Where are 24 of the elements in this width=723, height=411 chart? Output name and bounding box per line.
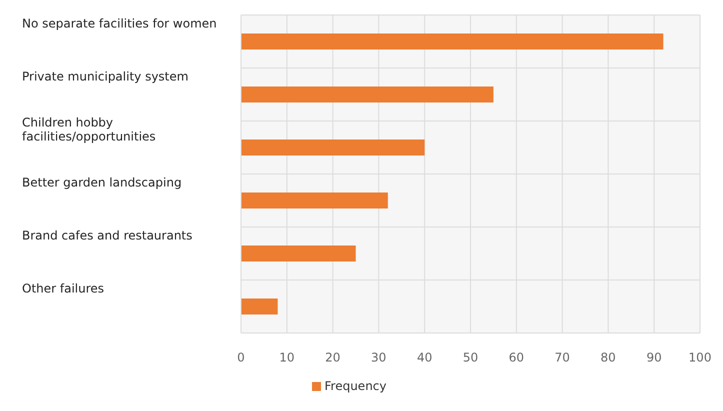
y-tick-label: Private municipality system <box>22 70 188 84</box>
y-tick-label: Better garden landscaping <box>22 176 182 190</box>
x-tick-label: 70 <box>554 350 570 365</box>
y-tick-label: No separate facilities for women <box>22 16 217 30</box>
bar <box>241 246 356 262</box>
x-tick-label: 60 <box>508 350 524 365</box>
x-tick-label: 100 <box>688 350 712 365</box>
x-tick-label: 30 <box>371 350 386 365</box>
bar <box>241 192 388 209</box>
x-tick-label: 0 <box>237 350 245 365</box>
y-tick-label: Brand cafes and restaurants <box>22 228 192 242</box>
bar <box>241 298 278 315</box>
x-tick-label: 50 <box>462 350 478 365</box>
x-tick-label: 90 <box>646 350 662 365</box>
y-tick-label: Children hobby facilities/opportunities <box>22 116 156 144</box>
x-tick-label: 40 <box>416 350 432 365</box>
x-tick-label: 80 <box>600 350 616 365</box>
bar <box>241 86 494 103</box>
legend-label: Frequency <box>324 379 386 393</box>
x-tick-label: 20 <box>325 350 340 365</box>
bar <box>241 34 664 50</box>
x-tick-label: 10 <box>279 350 295 365</box>
bar <box>241 140 425 156</box>
y-tick-label: Other failures <box>22 282 104 296</box>
